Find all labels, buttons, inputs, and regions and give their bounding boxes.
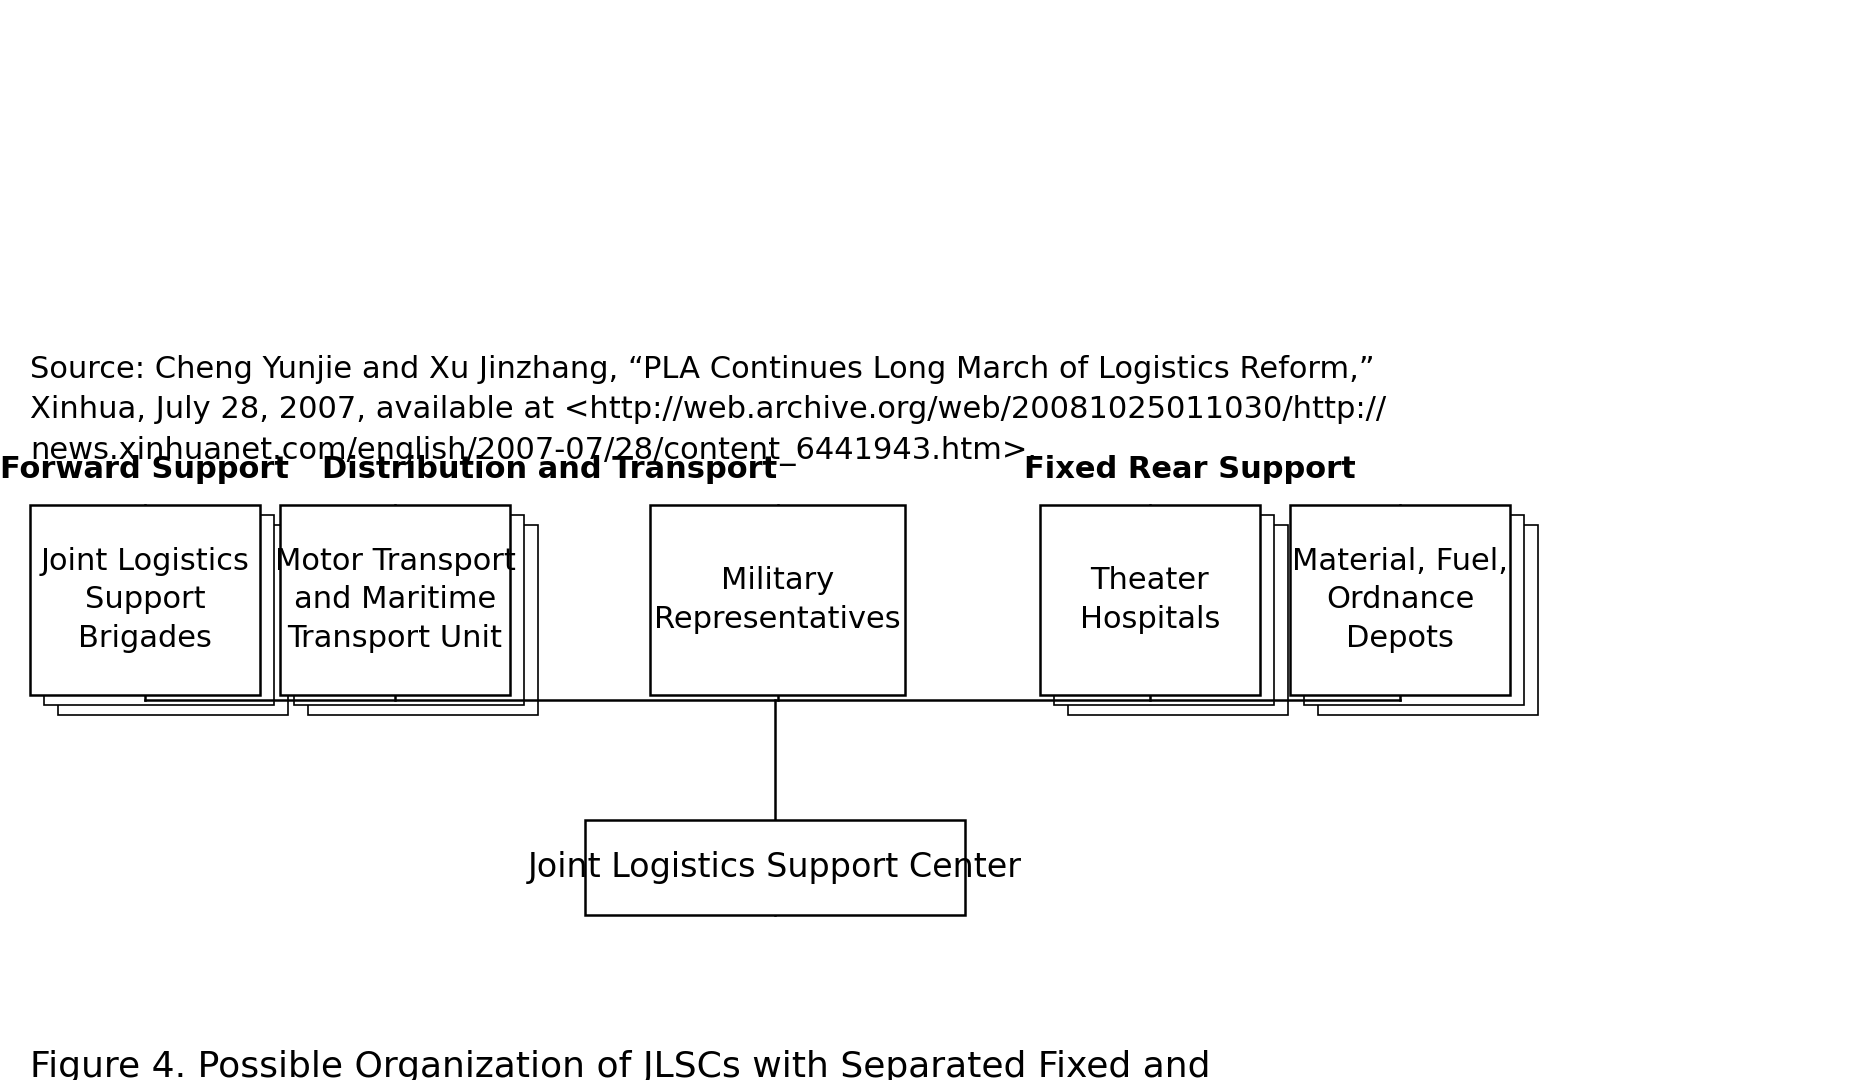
Bar [1041,505,1259,696]
Bar [585,820,965,915]
Bar [1054,515,1274,705]
Text: Forward Support: Forward Support [0,455,289,484]
Bar [30,505,259,696]
Bar [1069,525,1287,715]
Bar [44,515,274,705]
Text: Military
Representatives: Military Representatives [654,566,900,634]
Bar [1319,525,1537,715]
Text: Distribution and Transport: Distribution and Transport [322,455,778,484]
Text: Fixed Rear Support: Fixed Rear Support [1024,455,1356,484]
Text: Motor Transport
and Maritime
Transport Unit: Motor Transport and Maritime Transport U… [274,548,515,652]
Bar [294,515,524,705]
Bar [650,505,906,696]
Text: Joint Logistics
Support
Brigades: Joint Logistics Support Brigades [41,548,250,652]
Text: Theater
Hospitals: Theater Hospitals [1080,566,1220,634]
Bar [307,525,537,715]
Bar [57,525,289,715]
Text: Joint Logistics Support Center: Joint Logistics Support Center [528,851,1022,885]
Bar [280,505,509,696]
Text: Source: Cheng Yunjie and Xu Jinzhang, “PLA Continues Long March of Logistics Ref: Source: Cheng Yunjie and Xu Jinzhang, “P… [30,355,1385,465]
Bar [1291,505,1509,696]
Text: Material, Fuel,
Ordnance
Depots: Material, Fuel, Ordnance Depots [1293,548,1508,652]
Text: Figure 4. Possible Organization of JLSCs with Separated Fixed and
Mobile Groups: Figure 4. Possible Organization of JLSCs… [30,1050,1211,1080]
Bar [1304,515,1524,705]
